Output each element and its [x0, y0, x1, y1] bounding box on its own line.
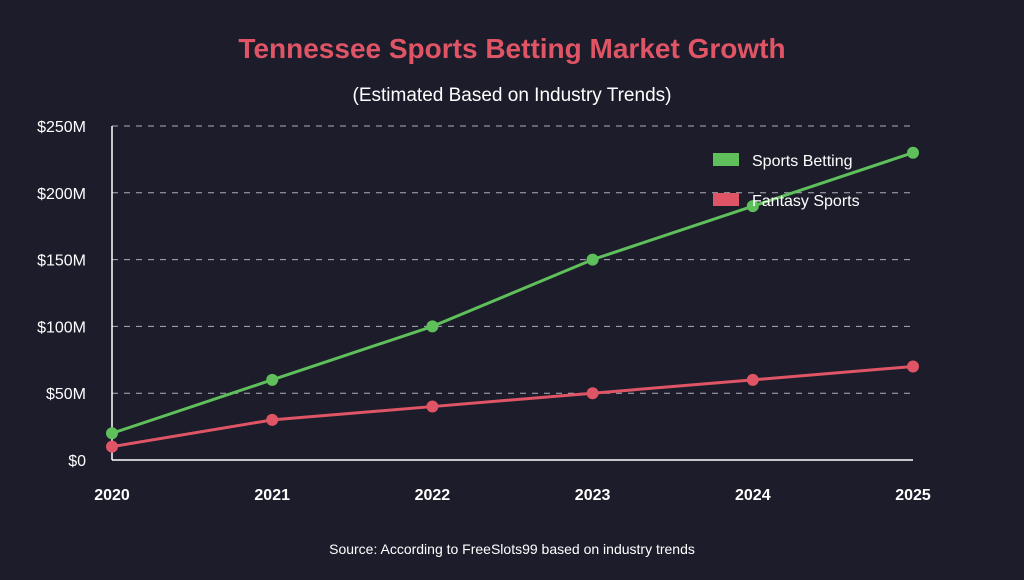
legend-swatch [713, 153, 739, 166]
x-tick-label: 2024 [735, 487, 771, 504]
series [106, 146, 919, 453]
data-point [586, 253, 599, 266]
data-point [746, 200, 759, 213]
legend: Sports Betting Fantasy Sports [713, 153, 860, 210]
data-point [907, 146, 919, 159]
x-tick-label: 2021 [254, 487, 290, 504]
y-axis-ticks: $0 $50M $100M $150M $200M $250M [37, 119, 86, 470]
grid-lines [112, 125, 913, 394]
data-point [907, 360, 919, 373]
y-tick-label: $150M [37, 253, 86, 270]
source-note: Source: According to FreeSlots99 based o… [329, 541, 695, 557]
data-point [426, 400, 439, 413]
series-line [111, 364, 914, 449]
data-point [106, 427, 118, 440]
chart-subtitle: (Estimated Based on Industry Trends) [353, 85, 672, 106]
axes [111, 126, 913, 461]
x-axis-ticks: 2020 2021 2022 2023 2024 2025 [94, 487, 931, 504]
y-tick-label: $200M [37, 186, 86, 203]
data-point [266, 413, 279, 426]
legend-label: Sports Betting [752, 153, 853, 170]
data-point [106, 440, 118, 453]
x-tick-label: 2023 [575, 487, 611, 504]
series-line [111, 151, 914, 435]
x-tick-label: 2025 [895, 487, 931, 504]
legend-swatch [713, 193, 739, 206]
data-point [746, 373, 759, 386]
y-tick-label: $250M [37, 119, 86, 136]
y-tick-label: $100M [37, 319, 86, 336]
x-tick-label: 2022 [415, 487, 451, 504]
y-tick-label: $0 [68, 453, 86, 470]
y-tick-label: $50M [46, 386, 86, 403]
data-point [586, 387, 599, 400]
chart-title: Tennessee Sports Betting Market Growth [238, 33, 785, 64]
legend-label: Fantasy Sports [752, 193, 860, 210]
x-tick-label: 2020 [94, 487, 130, 504]
data-point [266, 373, 279, 386]
data-point [426, 320, 439, 333]
